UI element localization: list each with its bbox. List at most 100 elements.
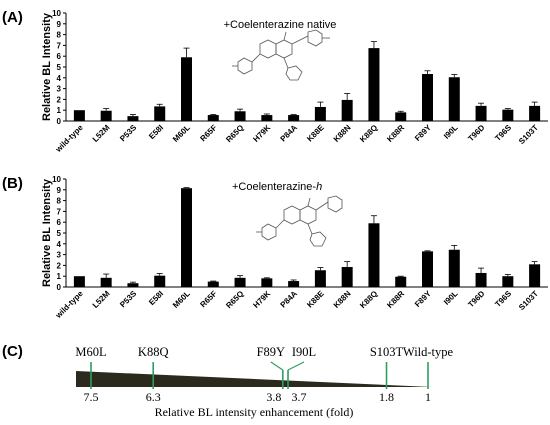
- chart-a-y-tick-label: 1: [57, 106, 62, 115]
- chart-a-bar-h79k: [261, 115, 273, 121]
- fold-value-f89y: 3.8: [266, 390, 281, 404]
- panel-b: (B) Relative BL Intensity +Coelenterazin…: [2, 175, 343, 287]
- panel-a-annotation: +Coelenterazine native: [224, 19, 337, 31]
- chart-b-category-label: K88Q: [358, 289, 379, 310]
- chart-a-bar-f89y: [422, 74, 433, 121]
- chart-a-category-label: K88N: [332, 123, 353, 144]
- chart-b-category-label: M60L: [171, 289, 192, 310]
- chart-a-category-label: H79K: [251, 123, 272, 144]
- chart-b-bar-i90l: [448, 249, 460, 287]
- chart-a-category-label: T96S: [493, 123, 513, 143]
- chart-b-category-label: R65Q: [224, 289, 245, 310]
- fold-value-i90l: 3.7: [292, 390, 307, 404]
- chart-b-bar-k88r: [395, 276, 407, 287]
- chart-b-y-tick-label: 5: [57, 229, 62, 238]
- chart-b-category-label: K88R: [385, 289, 406, 310]
- fold-value-k88q: 6.3: [146, 390, 161, 404]
- enhancement-wedge: [76, 371, 432, 387]
- chart-b-y-tick-label: 3: [57, 251, 62, 260]
- chart-a-y-tick-label: 0: [57, 117, 62, 126]
- chart-b-bar-h79k: [261, 278, 273, 287]
- chart-b-category-label: K88N: [332, 289, 353, 310]
- chart-a-bar-p84a: [288, 115, 300, 121]
- chart-b-category-label: S103T: [517, 289, 540, 312]
- chart-b-bar-l52m: [100, 277, 112, 287]
- variant-label-s103t: S103T: [370, 345, 404, 359]
- variant-label-wild-type: Wild-type: [403, 345, 454, 359]
- fold-value-s103t: 1.8: [379, 390, 394, 404]
- chart-b-bar-k88q: [368, 223, 380, 287]
- chart-a-category-label: I90L: [442, 123, 460, 141]
- chart-b-bar-t96d: [475, 272, 487, 287]
- chart-a-category-label: T96D: [466, 123, 486, 143]
- chart-a-y-tick-label: 7: [57, 41, 62, 50]
- chart-a-y-tick-label: 8: [57, 31, 62, 40]
- fold-value-m60l: 7.5: [84, 390, 99, 404]
- chart-a-category-label: P53S: [118, 123, 139, 144]
- chart-a-y-tick-label: 9: [57, 20, 62, 29]
- chart-b-bar-f89y: [422, 251, 433, 287]
- chart-a-category-label: F89Y: [413, 123, 433, 143]
- marker-leader-i90l: [287, 361, 305, 371]
- chart-a-bar-l52m: [100, 110, 112, 121]
- chart-b-bar-k88e: [314, 270, 326, 287]
- chart-b-bar-wild-type: [73, 276, 85, 287]
- chart-a-category-label: P84A: [279, 123, 300, 144]
- chart-a-y-tick-label: 4: [57, 74, 62, 83]
- chart-b-category-label: T96S: [493, 289, 513, 309]
- chart-b-y-tick-label: 0: [57, 283, 62, 292]
- chart-b-y-tick-label: 8: [57, 197, 62, 206]
- chart-b-category-label: wild-type: [53, 289, 85, 321]
- chart-b-category-label: F89Y: [413, 289, 433, 309]
- panel-b-label: (B): [2, 175, 23, 192]
- chart-b-bar-t96s: [502, 276, 514, 287]
- chart-a-category-label: K88E: [305, 123, 326, 144]
- chart-a-bar-e58i: [154, 106, 166, 121]
- chart-b-category-label: E58I: [147, 289, 165, 307]
- variant-label-i90l: I90L: [292, 345, 316, 359]
- chart-a-bar-t96d: [475, 105, 487, 121]
- chart-b-y-tick-label: 10: [52, 175, 61, 184]
- coelenterazine-structure-icon: [232, 29, 330, 81]
- chart-a-bar-k88n: [341, 99, 353, 121]
- chart-b-y-tick-label: 9: [57, 186, 62, 195]
- chart-a-bar-k88q: [368, 48, 380, 121]
- panel-b-annotation-suffix: h: [316, 181, 322, 193]
- variant-label-f89y: F89Y: [257, 345, 285, 359]
- marker-leader-f89y: [270, 361, 284, 371]
- chart-b-category-label: P84A: [279, 289, 300, 310]
- fold-value-wild-type: 1: [425, 390, 431, 404]
- chart-b-bar-s103t: [529, 264, 541, 287]
- chart-b-bar-r65q: [234, 277, 246, 287]
- chart-b-bar-e58i: [154, 275, 166, 287]
- chart-b-category-label: L52M: [91, 289, 112, 310]
- chart-b-category-label: K88E: [305, 289, 326, 310]
- panel-c-label: (C): [2, 343, 23, 360]
- panel-b-annotation: +Coelenterazine-h: [232, 181, 322, 193]
- chart-a-category-label: E58I: [147, 123, 165, 141]
- chart-a-y-tick-label: 10: [52, 9, 61, 18]
- chart-a-category-label: L52M: [91, 123, 112, 144]
- chart-a-bar-p53s: [127, 116, 139, 121]
- chart-a-y-tick-label: 2: [57, 95, 62, 104]
- chart-b-category-label: I90L: [442, 289, 460, 307]
- chart-a-bar-i90l: [448, 77, 460, 121]
- panel-b-annotation-prefix: +Coelenterazine-: [232, 181, 316, 193]
- chart-a-y-tick-label: 6: [57, 52, 62, 61]
- chart-b-bar-p53s: [127, 283, 139, 287]
- chart-a-category-label: K88R: [385, 123, 406, 144]
- chart-b-bar-m60l: [181, 188, 192, 287]
- chart-a-y-tick-label: 3: [57, 85, 62, 94]
- chart-a-bar-m60l: [181, 57, 192, 121]
- chart-a-category-label: wild-type: [53, 123, 85, 155]
- chart-a-category-label: R65Q: [224, 123, 245, 144]
- variant-label-m60l: M60L: [75, 345, 106, 359]
- chart-a-y-tick-label: 5: [57, 63, 62, 72]
- panel-c: (C) Relative BL intensity enhancement (f…: [2, 343, 432, 419]
- chart-a-category-label: K88Q: [358, 123, 379, 144]
- chart-b-category-label: P53S: [118, 289, 139, 310]
- panel-c-xlabel: Relative BL intensity enhancement (fold): [155, 405, 354, 419]
- chart-a-bar-r65q: [234, 111, 246, 121]
